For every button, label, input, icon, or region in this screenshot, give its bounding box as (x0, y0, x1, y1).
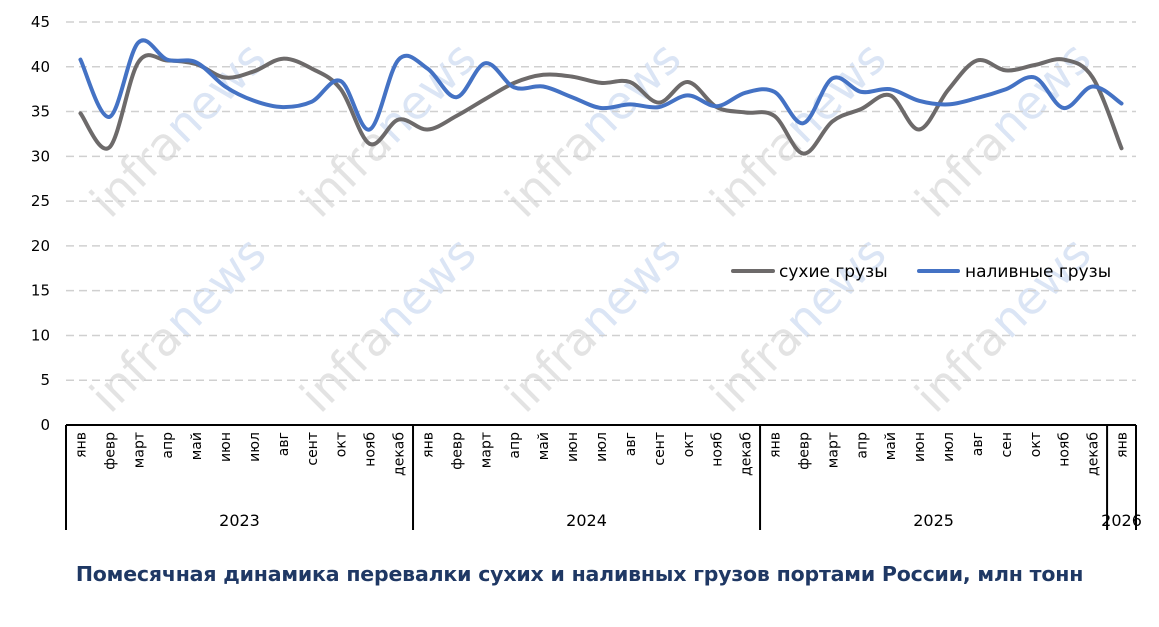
x-group-label-year: 2023 (219, 511, 260, 530)
x-tick-label-month: июл (941, 432, 957, 462)
x-tick-label-month: март (131, 432, 147, 468)
svg-text:infranews: infranews (700, 31, 897, 228)
watermark: infranews (495, 226, 692, 423)
x-group-label-year: 2024 (566, 511, 607, 530)
watermark: infranews (495, 31, 692, 228)
svg-text:infranews: infranews (700, 226, 897, 423)
x-tick-label-month: янв (768, 432, 784, 458)
y-tick-label: 30 (31, 147, 50, 165)
y-tick-label: 0 (40, 416, 50, 434)
x-tick-label-month: авг (623, 432, 639, 456)
y-tick-label: 35 (31, 103, 50, 121)
x-tick-label-month: окт (681, 432, 697, 457)
x-tick-label-month: авг (276, 432, 292, 456)
x-tick-label-month: янв (73, 432, 89, 458)
x-tick-label-month: май (883, 432, 899, 460)
x-tick-label-month: апр (160, 432, 176, 459)
liquid-cargo-line (78, 38, 1124, 132)
x-tick-label-month: февр (102, 432, 118, 470)
legend: сухие грузы наливные грузы (731, 262, 1111, 282)
y-axis-ticks: 0 5 10 15 20 25 30 35 40 45 (31, 13, 50, 434)
svg-text:infranews: infranews (495, 31, 692, 228)
watermark: infranews (80, 226, 277, 423)
x-tick-label-month: июл (594, 432, 610, 462)
y-tick-label: 5 (40, 371, 50, 389)
x-tick-label-month: янв (420, 432, 436, 458)
svg-text:infranews: infranews (80, 226, 277, 423)
x-tick-label-month: окт (1028, 432, 1044, 457)
svg-text:infranews: infranews (905, 226, 1102, 423)
x-tick-label-month: сент (305, 432, 321, 466)
x-tick-label-month: сент (652, 432, 668, 466)
x-tick-label-month: сен (999, 432, 1015, 457)
x-tick-label-month: декаб (1086, 432, 1102, 476)
y-tick-label: 40 (31, 58, 50, 76)
x-tick-label-month: апр (507, 432, 523, 459)
chart-title: Помесячная динамика перевалки сухих и на… (75, 562, 1084, 586)
x-tick-label-month: июл (247, 432, 263, 462)
watermark: infranews (290, 226, 487, 423)
x-tick-label-month: май (536, 432, 552, 460)
x-tick-label-month: март (825, 432, 841, 468)
x-tick-label-month: нояб (710, 432, 726, 467)
dry-cargo-line (78, 53, 1124, 156)
x-group-label-year: 2026 (1101, 511, 1142, 530)
watermark: infranews (700, 226, 897, 423)
x-tick-label-month: февр (449, 432, 465, 470)
x-tick-label-month: нояб (363, 432, 379, 467)
x-tick-label-month: июн (218, 432, 234, 462)
y-tick-label: 45 (31, 13, 50, 31)
legend-label-dry: сухие грузы (779, 262, 888, 282)
x-group-label-year: 2025 (913, 511, 954, 530)
series-dry-cargo-line (78, 53, 1124, 156)
x-tick-label-month: янв (1115, 432, 1131, 458)
y-tick-label: 10 (31, 326, 50, 344)
x-tick-label-month: авг (970, 432, 986, 456)
x-tick-label-month: декаб (392, 432, 408, 476)
svg-text:infranews: infranews (290, 226, 487, 423)
svg-text:infranews: infranews (495, 226, 692, 423)
legend-label-liquid: наливные грузы (965, 262, 1111, 282)
series-liquid-cargo-line (78, 38, 1124, 132)
y-tick-label: 15 (31, 282, 50, 300)
y-tick-label: 25 (31, 192, 50, 210)
x-tick-label-month: декаб (739, 432, 755, 476)
x-tick-label-month: июн (912, 432, 928, 462)
x-tick-label-month: окт (334, 432, 350, 457)
y-tick-label: 20 (31, 237, 50, 255)
x-tick-label-month: февр (796, 432, 812, 470)
gridlines (66, 21, 1136, 381)
watermark: infranews (905, 226, 1102, 423)
x-tick-label-month: май (189, 432, 205, 460)
x-axis: янв февр март апр май июн июл авг сент окт нояб дек… (65, 424, 1142, 530)
watermark: infranews (700, 31, 897, 228)
x-tick-label-month: март (478, 432, 494, 468)
x-tick-label-month: нояб (1057, 432, 1073, 467)
x-tick-label-month: июн (565, 432, 581, 462)
x-tick-label-month: апр (854, 432, 870, 459)
